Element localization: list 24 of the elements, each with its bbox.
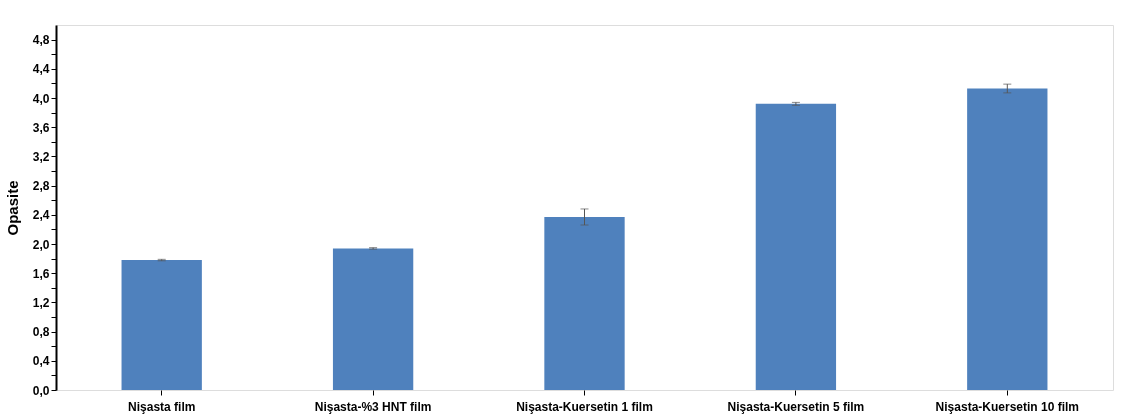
- y-tick-label: 1,6: [32, 266, 50, 281]
- y-tick-label: 1,2: [32, 295, 50, 310]
- y-tick-label: 0,8: [32, 325, 50, 340]
- y-tick-label: 3,6: [32, 120, 50, 135]
- y-tick-label: 3,2: [32, 149, 50, 164]
- y-tick-label: 0,0: [32, 383, 50, 398]
- bar: [544, 216, 625, 390]
- y-tick-label: 0,4: [32, 354, 50, 369]
- y-axis-title: Opasite: [3, 180, 21, 236]
- y-tick-label: 4,4: [32, 62, 50, 77]
- x-tick-label: Nişasta-Kuersetin 10 film: [935, 399, 1079, 414]
- y-tick-label: 2,4: [32, 208, 50, 223]
- x-tick-label: Nişasta-%3 HNT film: [314, 399, 432, 414]
- x-tick-label: Nişasta film: [128, 399, 196, 414]
- y-tick-label: 2,0: [32, 237, 50, 252]
- y-tick-label: 4,0: [32, 91, 50, 106]
- bar: [755, 103, 837, 390]
- y-tick-label: 4,8: [32, 33, 50, 48]
- bar: [121, 260, 202, 390]
- y-tick-label: 2,8: [32, 179, 50, 194]
- bar: [332, 248, 414, 390]
- x-tick-label: Nişasta-Kuersetin 5 film: [727, 399, 865, 414]
- bar: [967, 88, 1048, 390]
- x-tick-label: Nişasta-Kuersetin 1 film: [516, 399, 653, 414]
